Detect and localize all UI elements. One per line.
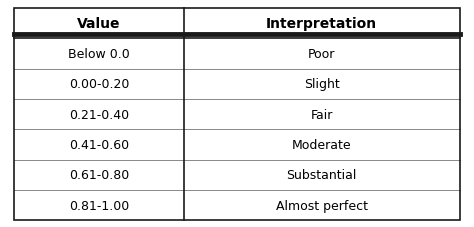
Text: Almost perfect: Almost perfect: [276, 199, 368, 212]
Text: Fair: Fair: [310, 108, 333, 121]
Text: 0.61-0.80: 0.61-0.80: [69, 168, 129, 181]
Text: Moderate: Moderate: [292, 138, 351, 151]
Text: 0.41-0.60: 0.41-0.60: [69, 138, 129, 151]
Text: 0.21-0.40: 0.21-0.40: [69, 108, 129, 121]
Text: Below 0.0: Below 0.0: [68, 48, 130, 61]
Text: Substantial: Substantial: [286, 168, 357, 181]
Text: 0.00-0.20: 0.00-0.20: [69, 78, 129, 91]
Text: 0.81-1.00: 0.81-1.00: [69, 199, 129, 212]
Text: Interpretation: Interpretation: [266, 17, 377, 31]
Text: Slight: Slight: [304, 78, 339, 91]
Text: Value: Value: [77, 17, 120, 31]
Text: Poor: Poor: [308, 48, 335, 61]
